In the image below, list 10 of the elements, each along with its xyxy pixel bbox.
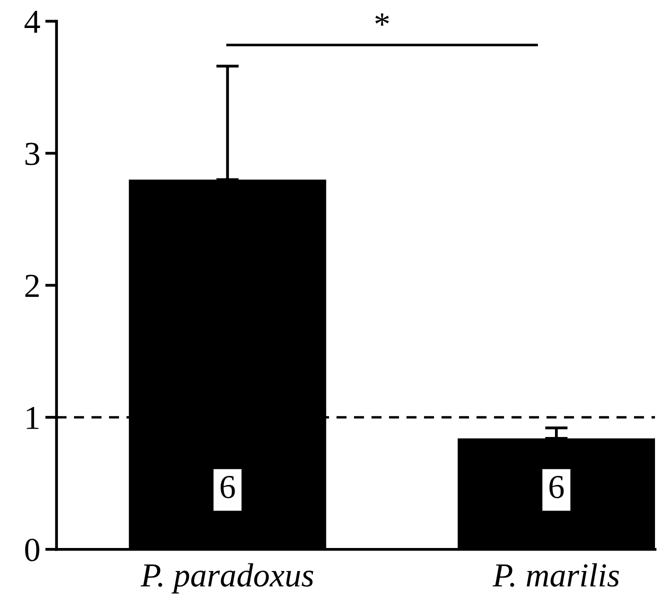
annotation: 6: [549, 476, 564, 498]
y-tick-label: 3: [25, 142, 40, 166]
x-tick-label: P. paradoxus: [140, 563, 314, 594]
x-tick-label: P. marilis: [492, 563, 619, 587]
y-tick-label: 1: [26, 406, 39, 429]
y-tick-label: 4: [24, 10, 40, 33]
annotation: 6: [220, 476, 235, 498]
y-tick-label: 2: [25, 274, 39, 297]
y-tick-label: 0: [25, 538, 40, 562]
annotation: *: [375, 13, 389, 26]
